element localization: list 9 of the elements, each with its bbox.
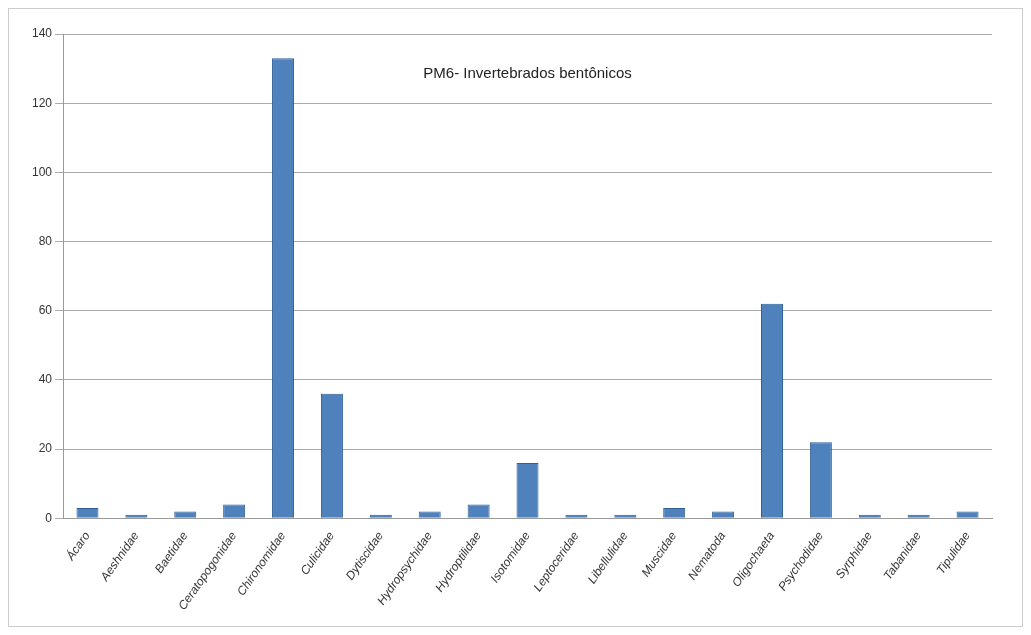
- y-tick-label: 60: [38, 303, 53, 318]
- text: PM6- Invertebrados bentônicos: [423, 64, 632, 82]
- y-tick-label: 120: [31, 95, 53, 110]
- y-tick-label: 40: [38, 372, 53, 387]
- y-tick-label: 140: [31, 26, 53, 41]
- y-tick-label: 0: [45, 510, 53, 525]
- y-tick-label: 20: [38, 441, 53, 456]
- y-tick-label: 80: [38, 233, 53, 248]
- y-tick-label: 100: [31, 164, 53, 179]
